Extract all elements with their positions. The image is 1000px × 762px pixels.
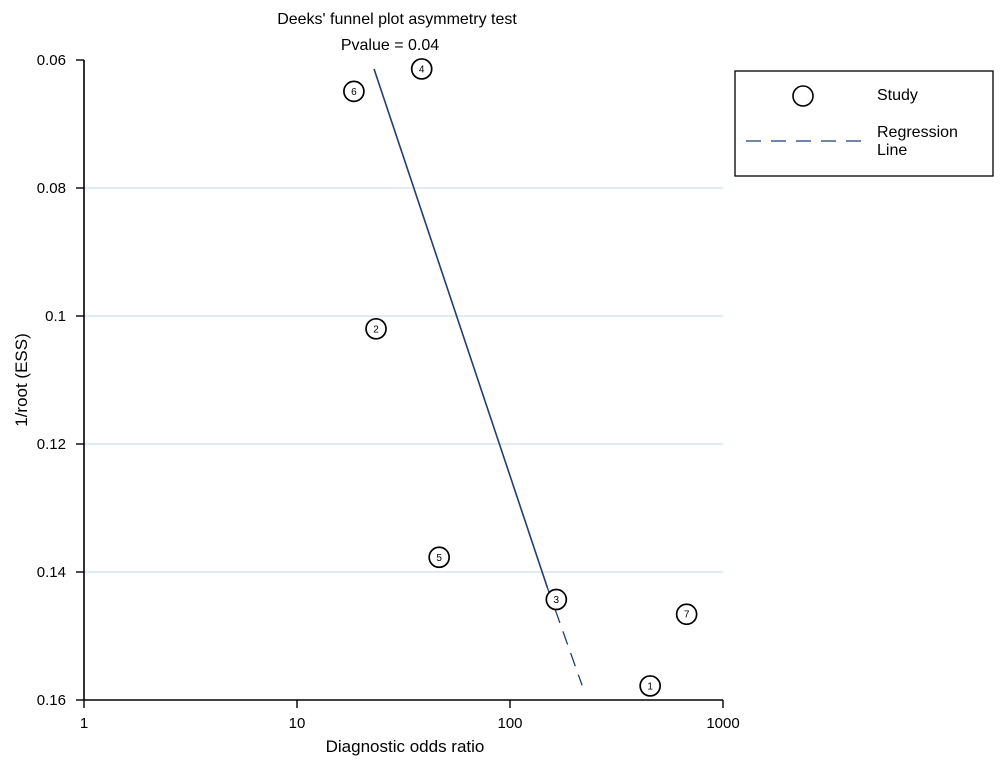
study-point: 5 (428, 546, 451, 569)
x-tick-label: 1000 (706, 715, 739, 732)
study-point: 1 (639, 675, 662, 697)
study-point: 4 (410, 58, 433, 80)
study-point: 7 (675, 603, 698, 626)
legend-regression-label: Regression Line (877, 124, 962, 159)
y-tick-label: 0.16 (37, 692, 66, 709)
legend-study-label: Study (877, 87, 918, 104)
gridlines (84, 187, 723, 573)
regression-line (373, 68, 583, 686)
study-point-label: 2 (373, 324, 379, 335)
study-point: 3 (545, 588, 568, 611)
study-point-marker (410, 58, 433, 80)
study-point-marker (428, 546, 451, 569)
x-tick-label: 10 (289, 715, 306, 732)
study-points: 1 2 3 4 5 6 7 (343, 58, 698, 697)
study-point: 6 (343, 80, 365, 103)
x-axis-title: Diagnostic odds ratio (326, 737, 485, 756)
regression-line-solid (373, 68, 549, 589)
legend-box (734, 70, 994, 177)
study-point-label: 6 (351, 87, 357, 98)
y-tick-label: 0.06 (37, 52, 66, 69)
study-point-marker (343, 80, 365, 103)
study-point-label: 4 (419, 64, 425, 75)
axes: 0.06 0.08 0.1 0.12 0.14 0.16 1 10 100 1000 (37, 52, 740, 732)
study-point-marker (545, 588, 568, 611)
y-tick-label: 0.08 (37, 180, 66, 197)
legend: Study Regression Line (734, 70, 994, 177)
regression-line-dashed (546, 587, 583, 686)
y-tick-label: 0.1 (45, 308, 66, 325)
legend-study-marker (792, 85, 814, 107)
x-tick-label: 100 (497, 715, 522, 732)
study-point-marker (639, 675, 662, 697)
chart-subtitle: Pvalue = 0.04 (341, 37, 439, 54)
study-point-label: 3 (554, 595, 560, 606)
y-axis-title: 1/root (ESS) (12, 333, 31, 427)
chart-title: Deeks' funnel plot asymmetry test (277, 11, 517, 28)
study-point-label: 5 (436, 553, 442, 564)
study-point-label: 7 (684, 610, 690, 621)
y-tick-label: 0.12 (37, 436, 66, 453)
study-point-marker (365, 317, 387, 340)
y-tick-label: 0.14 (37, 564, 66, 581)
x-tick-label: 1 (80, 715, 88, 732)
study-point-label: 1 (647, 681, 653, 692)
study-point-marker (675, 603, 698, 626)
study-point: 2 (365, 317, 387, 340)
